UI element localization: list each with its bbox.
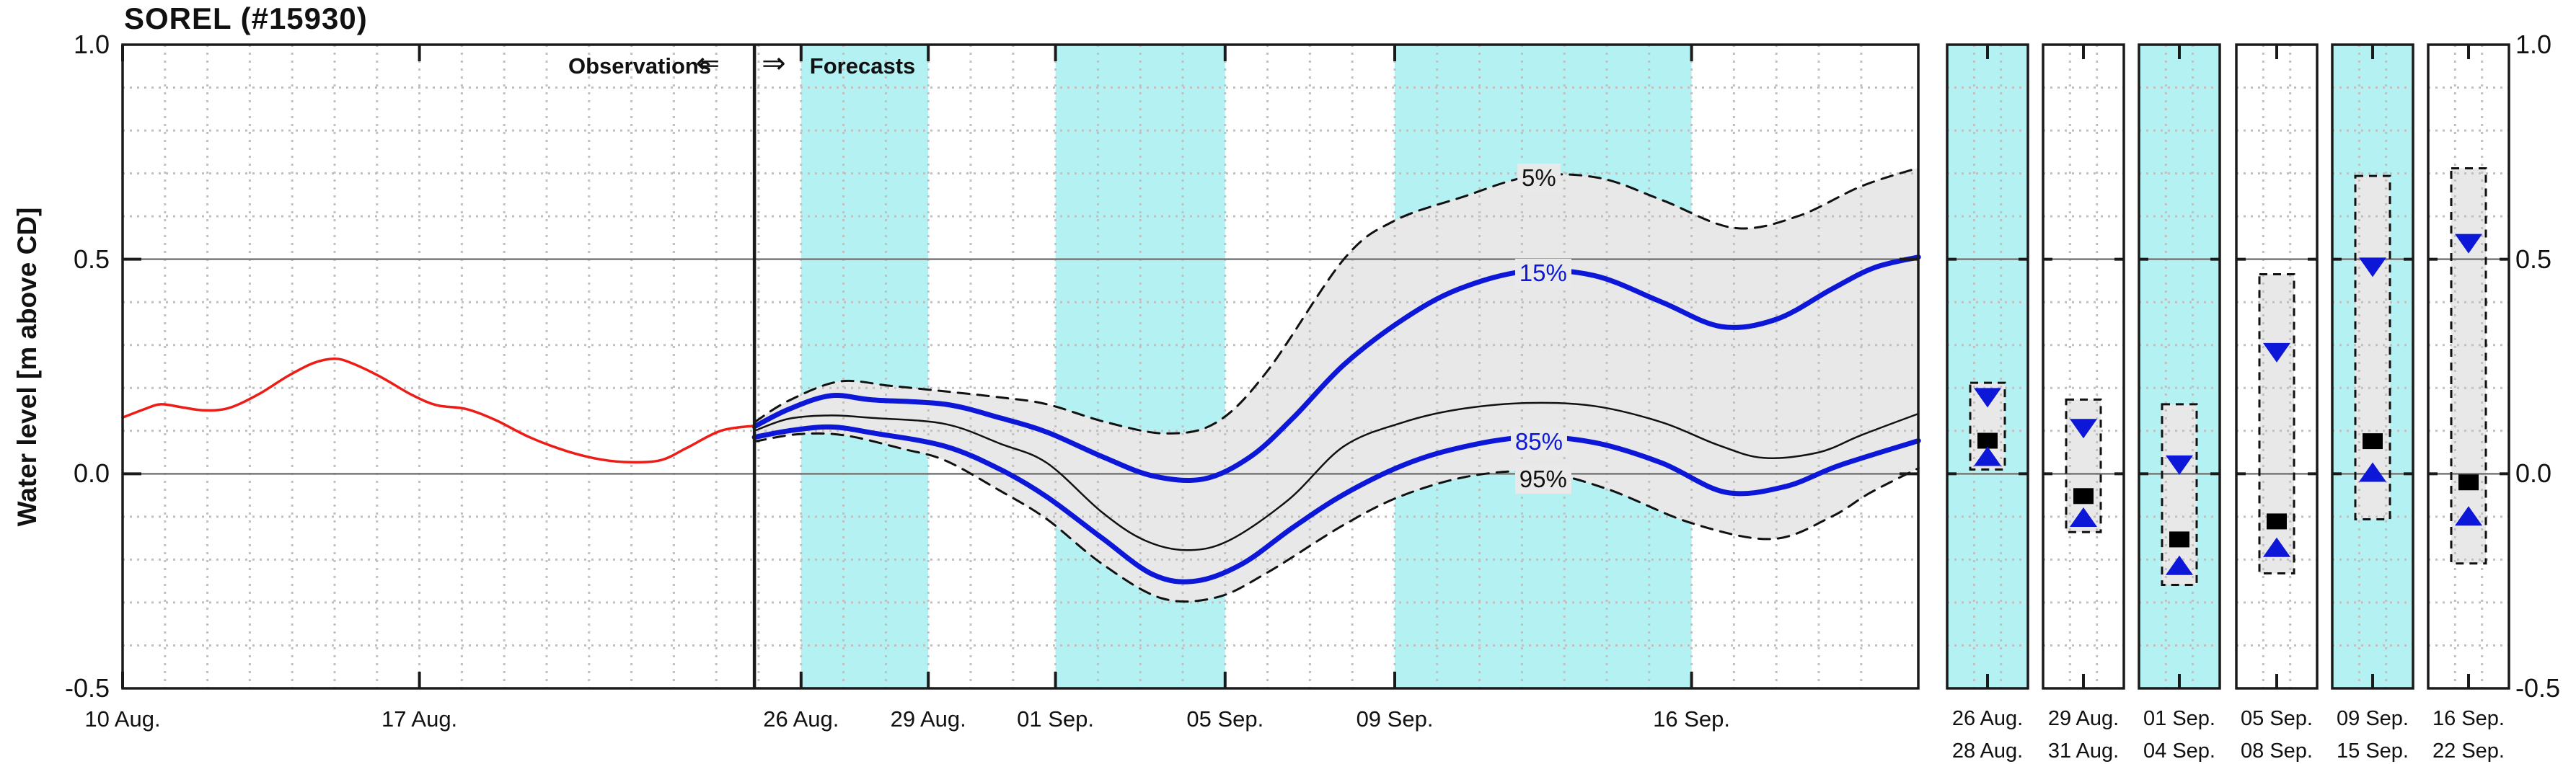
panel-3-start-date: 05 Sep. bbox=[2241, 707, 2313, 730]
right-double-arrow-icon: ⇒ bbox=[762, 47, 786, 80]
x-tick-7: 16 Sep. bbox=[1653, 706, 1731, 732]
x-tick-2: 26 Aug. bbox=[763, 706, 839, 732]
x-tick-1: 17 Aug. bbox=[381, 706, 458, 732]
x-tick-5: 05 Sep. bbox=[1186, 706, 1264, 732]
panel-0-start-date: 26 Aug. bbox=[1951, 707, 2024, 730]
y-tick-left-0.0: 0.0 bbox=[73, 458, 110, 489]
curve-label-95pct: 95% bbox=[1514, 465, 1571, 494]
x-tick-4: 01 Sep. bbox=[1017, 706, 1095, 732]
curve-label-15pct: 15% bbox=[1514, 258, 1571, 288]
x-tick-6: 09 Sep. bbox=[1356, 706, 1434, 732]
panel-1-end-date: 31 Aug. bbox=[2047, 739, 2120, 763]
x-tick-3: 29 Aug. bbox=[890, 706, 966, 732]
page-title: SOREL (#15930) bbox=[124, 1, 368, 35]
y-tick-right-1.0: 1.0 bbox=[2515, 30, 2552, 59]
panel-4-end-date: 15 Sep. bbox=[2337, 739, 2409, 763]
panel-4-start-date: 09 Sep. bbox=[2337, 707, 2409, 730]
observations-label: Observations bbox=[568, 53, 712, 79]
y-tick-left-0.5: 0.5 bbox=[73, 244, 110, 274]
y-tick-right--0.5: -0.5 bbox=[2515, 673, 2561, 703]
panel-5-start-date: 16 Sep. bbox=[2432, 707, 2505, 730]
y-tick-right-0.0: 0.0 bbox=[2515, 458, 2552, 489]
panel-1-start-date: 29 Aug. bbox=[2047, 707, 2120, 730]
panel-2-end-date: 04 Sep. bbox=[2143, 739, 2215, 763]
y-tick-left-1.0: 1.0 bbox=[73, 30, 110, 59]
left-double-arrow-icon: ⇐ bbox=[695, 47, 720, 80]
panel-2-start-date: 01 Sep. bbox=[2143, 707, 2215, 730]
panel-3-end-date: 08 Sep. bbox=[2241, 739, 2313, 763]
forecasts-label: Forecasts bbox=[809, 53, 916, 79]
x-tick-0: 10 Aug. bbox=[84, 706, 161, 732]
y-tick-left--0.5: -0.5 bbox=[64, 673, 110, 703]
curve-label-85pct: 85% bbox=[1510, 427, 1567, 457]
panel-5-end-date: 22 Sep. bbox=[2432, 739, 2505, 763]
panel-0-end-date: 28 Aug. bbox=[1951, 739, 2024, 763]
curve-label-5pct: 5% bbox=[1517, 163, 1561, 192]
y-tick-right-0.5: 0.5 bbox=[2515, 244, 2552, 274]
